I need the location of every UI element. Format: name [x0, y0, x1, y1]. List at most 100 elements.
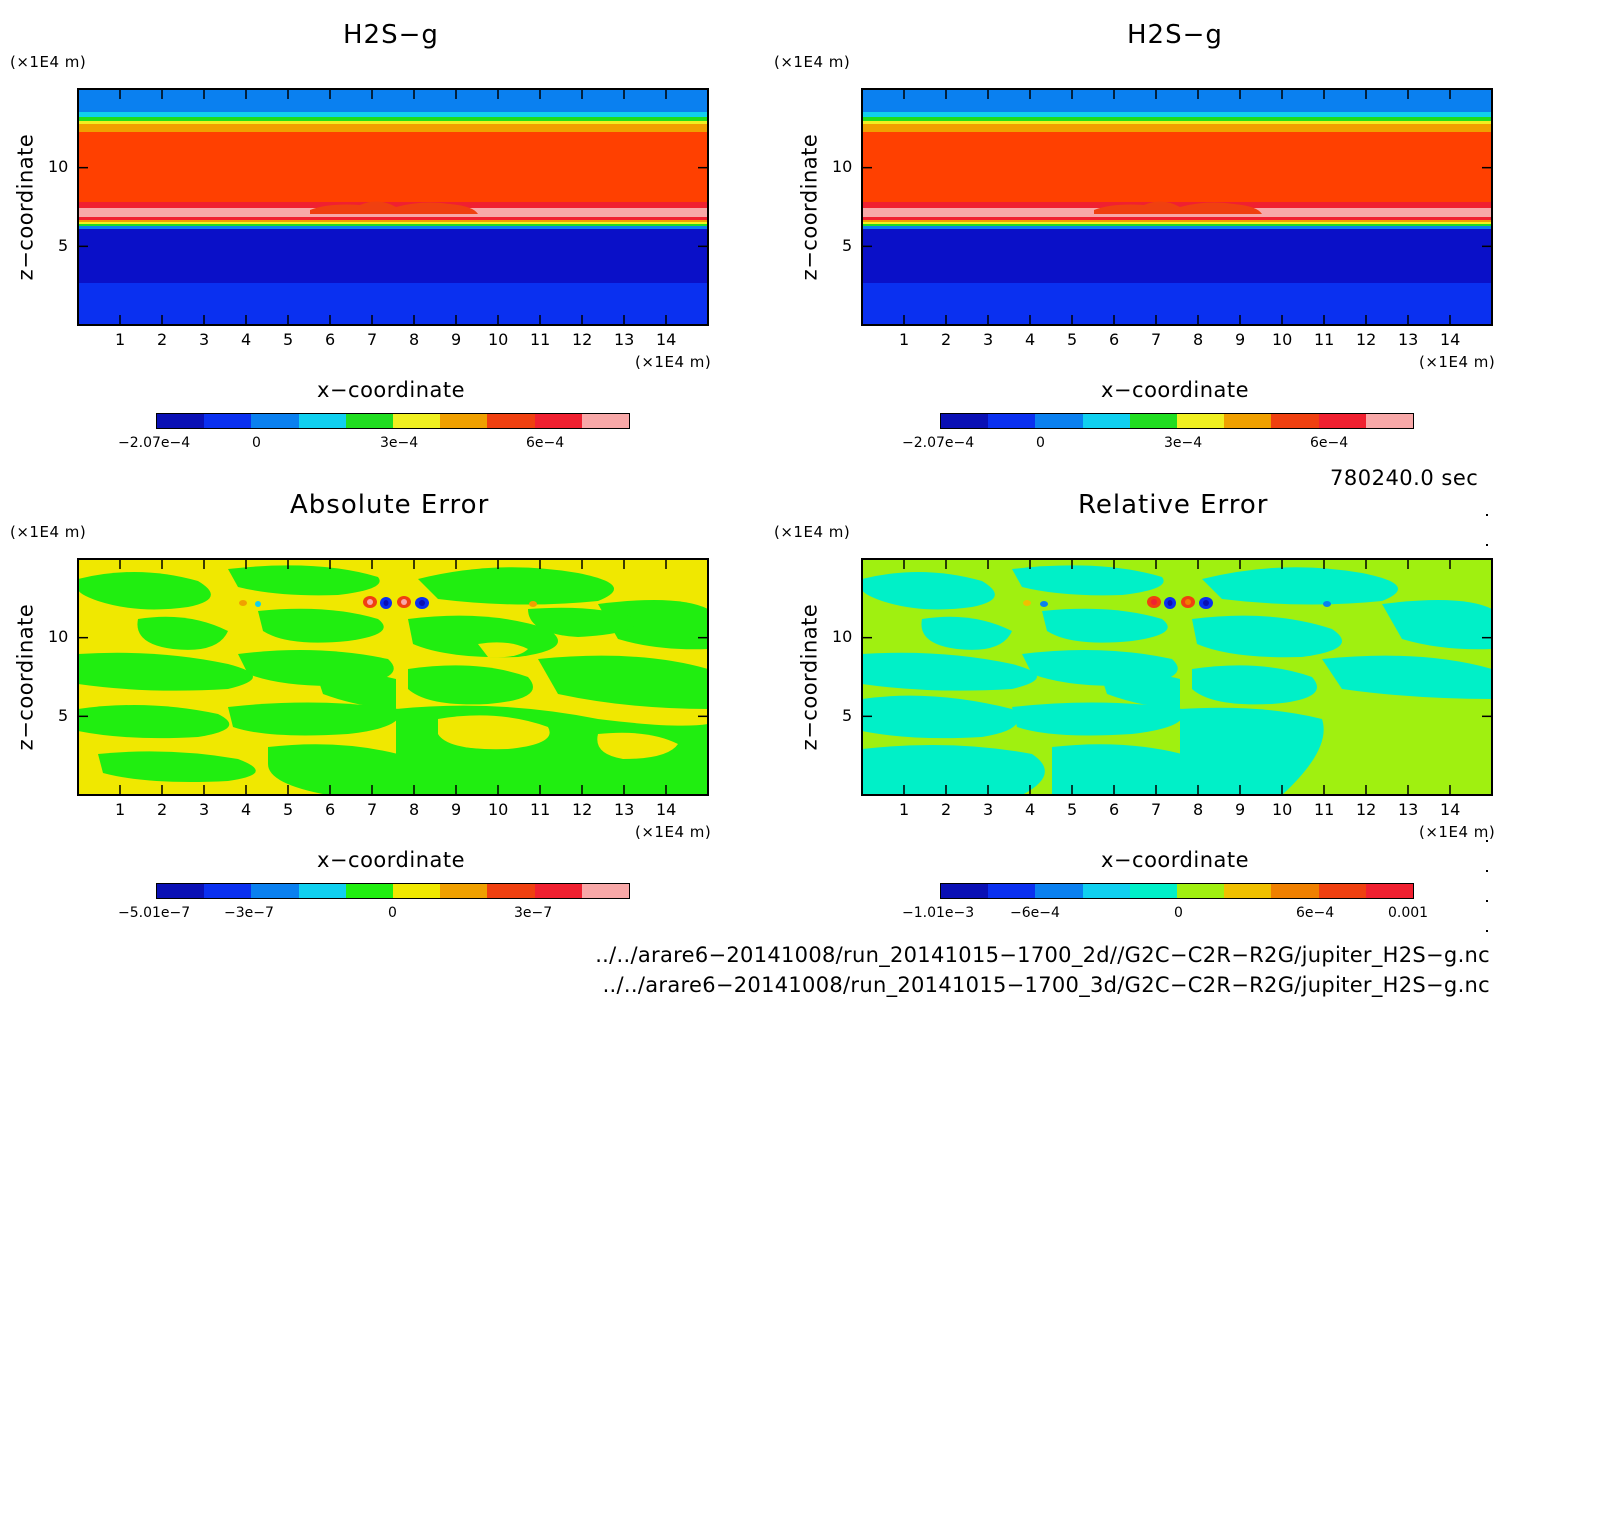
colorbar-tick-label: 0 [252, 435, 261, 451]
x-tick-label: 7 [367, 330, 378, 349]
colorbar-swatch [440, 884, 488, 898]
band-green-2 [78, 224, 708, 226]
band-yellow-2 [78, 222, 708, 224]
x-tick-label: 12 [1356, 330, 1377, 349]
x-tick-label: 12 [1356, 800, 1377, 819]
x-tick-label: 3 [199, 800, 210, 819]
x-unit-label: (×1E4 m) [1419, 823, 1496, 841]
band-orange-2 [862, 220, 1492, 222]
x-tick-label: 13 [614, 330, 635, 349]
heatmap-plot [78, 559, 708, 795]
colorbar-tick-label: −1.01e−3 [902, 905, 975, 921]
colorbar-swatch [1177, 884, 1225, 898]
x-tick-label: 4 [1025, 800, 1036, 819]
error-vortices [1023, 596, 1331, 609]
x-axis-label: x−coordinate [317, 848, 466, 872]
panel-relative-error: Relative Error (×1E4 m) z−coordinate 10 … [774, 470, 1604, 1524]
x-tick-label: 14 [656, 330, 677, 349]
x-axis-label: x−coordinate [1101, 378, 1250, 402]
colorbar-swatch [204, 884, 252, 898]
colorbar-tick-label: 3e−7 [514, 905, 553, 921]
band-green [862, 117, 1492, 121]
colorbar-swatch [1035, 884, 1083, 898]
band-yellow-2 [862, 222, 1492, 224]
y-tick-10: 10 [832, 627, 853, 646]
band-bottom-blue [78, 283, 708, 325]
x-tick-label: 11 [1314, 800, 1335, 819]
panel-absolute-error: Absolute Error (×1E4 m) z−coordinate 10 … [0, 470, 1604, 1524]
x-tick-label: 9 [451, 330, 462, 349]
y-axis-label: z−coordinate [797, 603, 822, 751]
colorbar-swatch [298, 884, 346, 898]
colorbar-swatch [1082, 884, 1130, 898]
colorbar-swatch [941, 884, 989, 898]
y-tick-5: 5 [842, 236, 853, 255]
x-tick-label: 7 [1151, 800, 1162, 819]
x-tick-label: 11 [1314, 330, 1335, 349]
band-orange [862, 124, 1492, 132]
teal-patches [862, 565, 1492, 795]
band-red-2 [78, 217, 708, 220]
x-tick-label: 13 [614, 800, 635, 819]
colorbar-tick-label: 0 [1174, 905, 1183, 921]
band-green-2 [862, 224, 1492, 226]
colorbar-swatch [157, 414, 205, 428]
colorbar-swatch [440, 414, 488, 428]
x-tick-label: 4 [241, 330, 252, 349]
x-tick-label: 8 [409, 800, 420, 819]
x-tick-label: 3 [983, 330, 994, 349]
time-label: 780240.0 sec [1330, 466, 1479, 490]
colorbar-swatch [534, 414, 582, 428]
x-tick-label: 2 [941, 800, 952, 819]
x-tick-label: 5 [1067, 800, 1078, 819]
x-tick-label: 5 [283, 800, 294, 819]
x-tick-label: 6 [1109, 800, 1120, 819]
y-axis-label: z−coordinate [13, 603, 38, 751]
chart-title: H2S−g [1127, 20, 1223, 50]
yellow-islands [438, 642, 678, 759]
chart-title: Absolute Error [290, 490, 490, 520]
colorbar-swatch [941, 414, 989, 428]
chart-title: H2S−g [343, 20, 439, 50]
x-tick-label: 10 [488, 800, 509, 819]
x-tick-label: 8 [1193, 800, 1204, 819]
x-tick-label: 7 [367, 800, 378, 819]
x-tick-label: 3 [983, 800, 994, 819]
colorbar-swatch [1035, 414, 1083, 428]
x-tick-label: 1 [899, 330, 910, 349]
band-red-orange [78, 132, 708, 202]
x-tick-label: 8 [1193, 330, 1204, 349]
colorbar-swatch [988, 884, 1036, 898]
x-tick-label: 6 [325, 330, 336, 349]
x-tick-label: 7 [1151, 330, 1162, 349]
colorbar-swatch [1082, 414, 1130, 428]
x-tick-label: 10 [1272, 330, 1293, 349]
y-axis-label: z−coordinate [13, 133, 38, 281]
x-unit-label: (×1E4 m) [635, 823, 712, 841]
marker-dot [1486, 900, 1488, 902]
x-tick-label: 3 [199, 330, 210, 349]
field-yellow [78, 559, 708, 795]
footer-file-2d: ../../arare6−20141008/run_20141015−1700_… [595, 943, 1490, 967]
colorbar-swatch [988, 414, 1036, 428]
heatmap-plot [862, 559, 1492, 795]
x-tick-label: 1 [115, 800, 126, 819]
x-axis-label: x−coordinate [1101, 848, 1250, 872]
colorbar-swatch [1177, 414, 1225, 428]
colorbar-swatch [1365, 884, 1414, 898]
colorbar [156, 413, 630, 429]
band-cyan [78, 112, 708, 117]
marker-dot [1486, 544, 1488, 546]
colorbar-swatch [345, 884, 394, 898]
x-tick-label: 9 [1235, 330, 1246, 349]
x-tick-label: 12 [572, 330, 593, 349]
colorbar-swatch [1271, 414, 1319, 428]
colorbar-tick-label: −2.07e−4 [118, 435, 191, 451]
colorbar [940, 883, 1414, 899]
colorbar [156, 883, 630, 899]
marker-dot [1486, 930, 1488, 932]
heatmap-svg [78, 89, 708, 325]
band-yellow [862, 121, 1492, 124]
band-pink [78, 208, 708, 217]
